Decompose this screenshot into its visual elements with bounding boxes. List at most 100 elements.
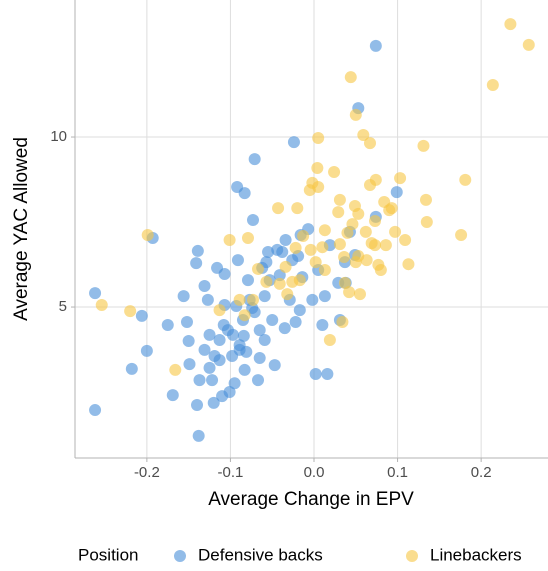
legend-label: Linebackers xyxy=(430,545,522,564)
point xyxy=(311,161,324,174)
x-tick-label: 0.0 xyxy=(304,464,325,481)
x-tick-label: -0.1 xyxy=(218,464,244,481)
point xyxy=(273,277,286,290)
point xyxy=(459,173,472,186)
legend-label: Defensive backs xyxy=(198,545,323,564)
point xyxy=(289,315,302,328)
point xyxy=(333,238,346,251)
point xyxy=(390,186,403,199)
point xyxy=(379,239,392,252)
point xyxy=(309,368,322,381)
point xyxy=(369,39,382,52)
point xyxy=(278,322,291,335)
point xyxy=(258,334,271,347)
point xyxy=(241,232,254,245)
point xyxy=(221,324,234,337)
point xyxy=(385,202,398,215)
x-axis-title: Average Change in EPV xyxy=(208,489,414,510)
point xyxy=(89,287,102,300)
point xyxy=(233,293,246,306)
point xyxy=(135,309,148,322)
point xyxy=(344,71,357,84)
point xyxy=(266,313,279,326)
point xyxy=(238,309,251,322)
point xyxy=(140,344,153,357)
point xyxy=(238,363,251,376)
point xyxy=(268,359,281,372)
point xyxy=(293,304,306,317)
point xyxy=(279,234,292,247)
point xyxy=(253,324,266,337)
point xyxy=(363,137,376,150)
point xyxy=(291,202,304,215)
point xyxy=(95,298,108,311)
point xyxy=(321,368,334,381)
point xyxy=(346,218,359,231)
point xyxy=(419,193,432,206)
point xyxy=(183,358,196,371)
point xyxy=(504,18,517,31)
point xyxy=(198,279,211,292)
point xyxy=(287,136,300,149)
point xyxy=(281,288,294,301)
point xyxy=(191,244,204,257)
point xyxy=(323,334,336,347)
point xyxy=(522,38,535,51)
point xyxy=(258,290,271,303)
point xyxy=(312,132,325,145)
point xyxy=(359,225,372,238)
point xyxy=(289,241,302,254)
point xyxy=(369,215,382,228)
point xyxy=(248,153,261,166)
point xyxy=(318,224,331,237)
point xyxy=(260,275,273,288)
point xyxy=(191,398,204,411)
point xyxy=(402,258,415,271)
point xyxy=(198,343,211,356)
point xyxy=(394,172,407,185)
point xyxy=(201,293,214,306)
point xyxy=(306,176,319,189)
point xyxy=(420,216,433,229)
point xyxy=(203,328,216,341)
point xyxy=(316,319,329,332)
point xyxy=(363,178,376,191)
point xyxy=(182,335,195,348)
point xyxy=(211,261,224,274)
point xyxy=(177,290,190,303)
point xyxy=(262,245,275,258)
point xyxy=(318,263,331,276)
point xyxy=(247,213,260,226)
point xyxy=(328,166,341,179)
point xyxy=(374,263,387,276)
point xyxy=(306,293,319,306)
point xyxy=(417,139,430,152)
point xyxy=(399,234,412,247)
x-tick-label: -0.2 xyxy=(134,464,160,481)
point xyxy=(336,315,349,328)
point xyxy=(203,361,216,374)
point xyxy=(240,345,253,358)
point xyxy=(338,251,351,264)
point xyxy=(338,276,351,289)
point xyxy=(252,262,265,275)
point xyxy=(226,349,239,362)
point xyxy=(318,290,331,303)
point xyxy=(237,329,250,342)
point xyxy=(333,193,346,206)
point xyxy=(213,354,226,367)
point xyxy=(247,293,260,306)
point xyxy=(161,319,174,332)
point xyxy=(166,389,179,402)
point xyxy=(260,256,273,269)
point xyxy=(253,352,266,365)
point xyxy=(192,429,205,442)
point xyxy=(216,390,229,403)
point xyxy=(207,396,220,409)
point xyxy=(141,228,154,241)
y-tick-label: 10 xyxy=(50,128,67,145)
x-tick-label: 0.1 xyxy=(387,464,408,481)
y-tick-label: 5 xyxy=(59,298,67,315)
point xyxy=(231,254,244,267)
